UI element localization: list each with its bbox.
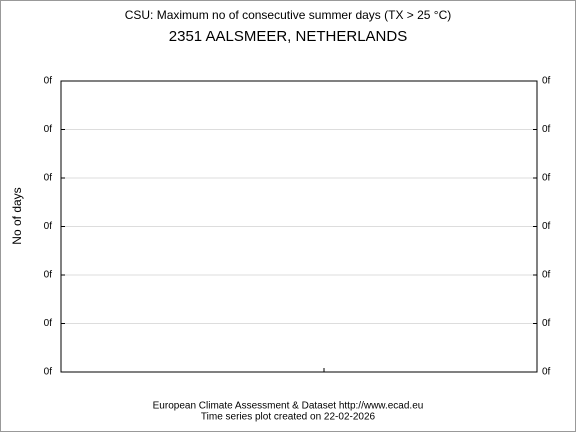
chart-subtitle: 2351 AALSMEER, NETHERLANDS — [169, 28, 407, 45]
y-tick-label: 0f — [44, 173, 53, 184]
y-tick-label: 0f — [542, 270, 551, 281]
footer: European Climate Assessment & Dataset ht… — [153, 401, 424, 412]
y-tick-label: 0f — [542, 318, 551, 329]
y-tick-label: 0f — [44, 270, 53, 281]
y-tick-label: 0f — [44, 318, 53, 329]
y-tick-label: 0f — [44, 124, 53, 135]
footer: Time series plot created on 22-02-2026 — [201, 412, 376, 423]
y-axis-label: No of days — [10, 187, 24, 244]
y-tick-label: 0f — [542, 221, 551, 232]
y-tick-label: 0f — [542, 124, 551, 135]
y-tick-label: 0f — [44, 76, 53, 87]
chart-title: CSU: Maximum no of consecutive summer da… — [125, 8, 452, 22]
plot-area — [60, 80, 538, 373]
y-tick-label: 0f — [542, 173, 551, 184]
y-tick-label: 0f — [542, 76, 551, 87]
y-tick-label: 0f — [44, 367, 53, 378]
y-tick-label: 0f — [542, 367, 551, 378]
y-tick-label: 0f — [44, 221, 53, 232]
